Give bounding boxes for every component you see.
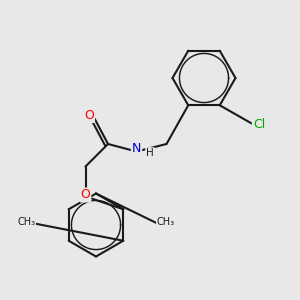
Text: O: O xyxy=(84,109,94,122)
Text: H: H xyxy=(146,148,154,158)
Text: N: N xyxy=(132,142,141,155)
Text: O: O xyxy=(81,188,90,202)
Text: Cl: Cl xyxy=(253,118,265,131)
Text: CH₃: CH₃ xyxy=(157,217,175,227)
Text: CH₃: CH₃ xyxy=(17,217,35,227)
